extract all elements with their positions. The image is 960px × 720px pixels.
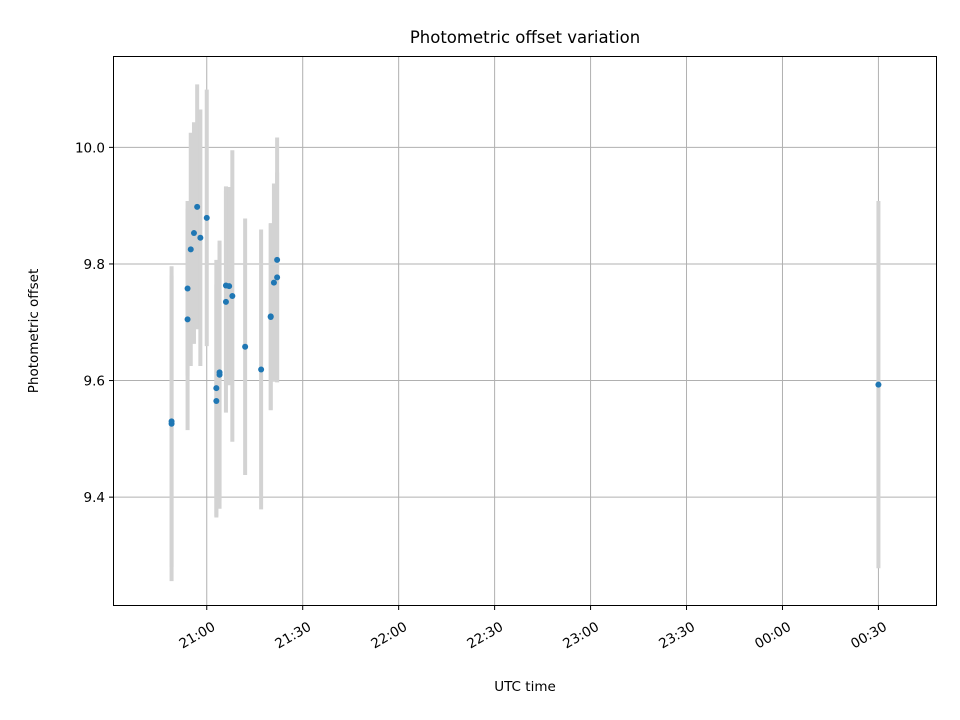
data-point (213, 385, 220, 392)
data-point (203, 214, 210, 221)
data-point (184, 316, 191, 323)
data-point (270, 279, 277, 286)
chart-title: Photometric offset variation (410, 28, 640, 47)
data-point (267, 313, 274, 320)
y-tick-label: 9.6 (84, 374, 105, 390)
x-tick-label: 23:00 (560, 619, 602, 652)
plot-frame (113, 56, 937, 606)
data-point (190, 230, 197, 237)
data-point (187, 246, 194, 253)
x-tick-label: 00:00 (752, 619, 794, 652)
x-tick-label: 22:00 (368, 619, 410, 652)
data-point (222, 298, 229, 305)
x-tick-label: 22:30 (464, 619, 506, 652)
y-axis-label: Photometric offset (26, 269, 42, 393)
x-tick-label: 21:30 (272, 619, 314, 652)
data-point (226, 283, 233, 290)
data-point (274, 256, 281, 263)
x-axis-ticks: 21:00 21:30 22:00 22:30 23:00 23:30 00:00 00:30 (176, 605, 890, 652)
data-point (197, 234, 204, 241)
x-tick-label: 23:30 (656, 619, 698, 652)
data-point (213, 397, 220, 404)
x-tick-label: 00:30 (848, 619, 890, 652)
y-tick-label: 10.0 (75, 140, 105, 156)
x-axis-label: UTC time (494, 679, 556, 695)
data-point (875, 381, 882, 388)
data-point (168, 418, 175, 425)
data-point (258, 366, 265, 373)
error-bars (169, 84, 881, 582)
data-point (274, 274, 281, 281)
data-points (168, 203, 882, 427)
data-point (184, 285, 191, 292)
y-axis-ticks: 9.4 9.6 9.8 10.0 (75, 140, 114, 506)
data-point (194, 203, 201, 210)
y-tick-label: 9.4 (84, 490, 105, 506)
data-point (229, 293, 236, 300)
data-point (216, 369, 223, 376)
data-point (242, 343, 249, 350)
grid-lines (114, 57, 936, 605)
y-tick-label: 9.8 (84, 257, 105, 273)
x-tick-label: 21:00 (176, 619, 218, 652)
